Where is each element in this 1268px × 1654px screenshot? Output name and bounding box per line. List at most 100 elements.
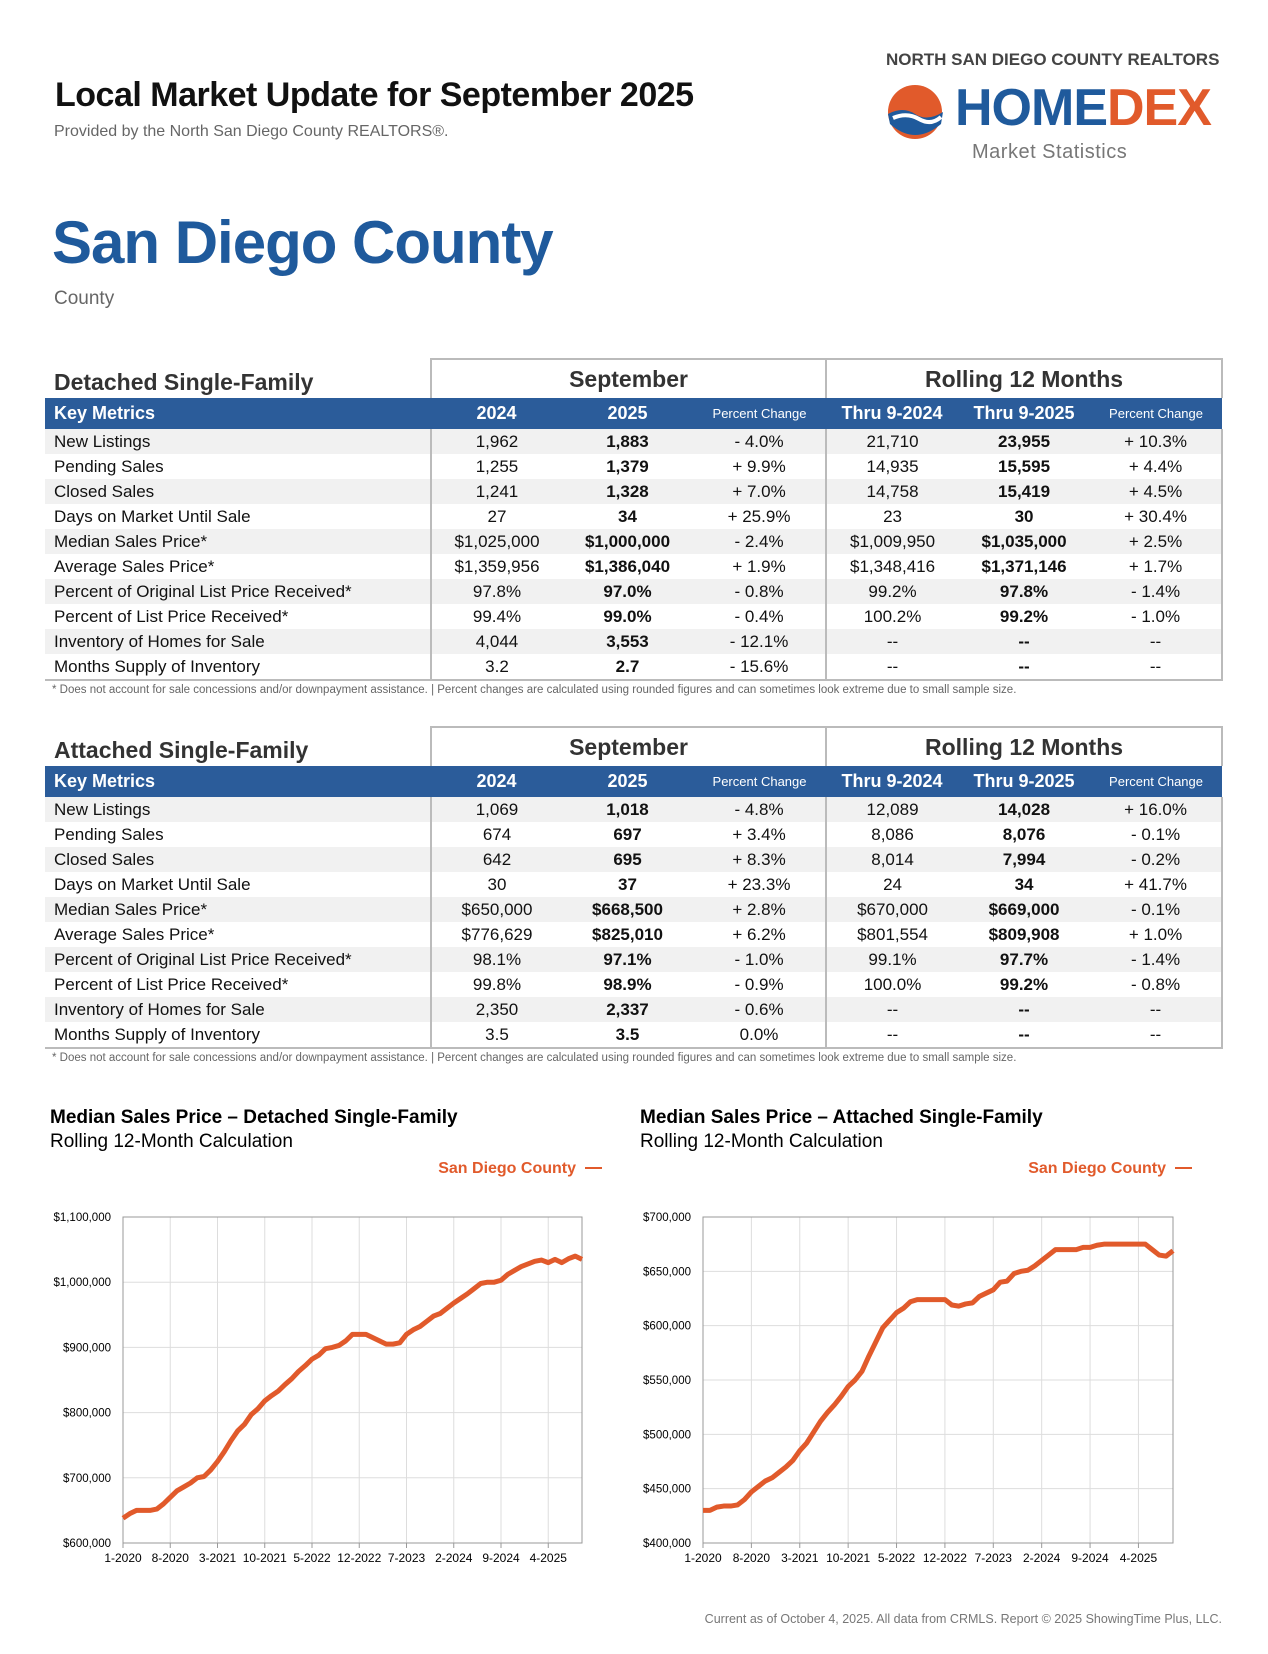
- metric-value: 14,935: [825, 454, 959, 479]
- y-tick-label: $1,000,000: [53, 1277, 111, 1289]
- metric-value: 21,710: [825, 429, 959, 454]
- data-row: Days on Market Until Sale 27 34 + 25.9% 23 30…: [45, 504, 1224, 529]
- metric-value: $650,000: [430, 897, 562, 922]
- y-tick-label: $700,000: [63, 1473, 111, 1485]
- metric-label: Days on Market Until Sale: [54, 874, 251, 894]
- metric-value: --: [958, 629, 1091, 654]
- data-row: Closed Sales 642 695 + 8.3% 8,014 7,994- 0.2%: [45, 847, 1224, 872]
- metric-value: $776,629: [430, 922, 562, 947]
- metric-value: --: [825, 1022, 959, 1049]
- metric-label: Percent of List Price Received*: [54, 606, 289, 626]
- x-tick-label: 2-2024: [435, 1551, 473, 1565]
- metric-value: + 2.8%: [693, 897, 827, 922]
- metric-value: 23: [825, 504, 959, 529]
- metric-value: 1,962: [430, 429, 562, 454]
- metric-value: + 1.0%: [1090, 922, 1224, 947]
- metric-value: --: [1090, 1022, 1224, 1049]
- metric-value: 3.2: [430, 654, 562, 681]
- metric-value: 7,994: [958, 847, 1091, 872]
- metric-value: --: [958, 1022, 1091, 1049]
- metric-value: $1,371,146: [981, 556, 1067, 576]
- column-header: Percent Change: [693, 398, 827, 429]
- metric-value: 3.5: [430, 1022, 562, 1049]
- metric-label: Days on Market Until Sale: [54, 506, 251, 526]
- y-tick-label: $700,000: [643, 1212, 691, 1224]
- data-row: Percent of List Price Received* 99.8% 98.9…: [45, 972, 1224, 997]
- metric-value: 34: [618, 506, 637, 526]
- metric-value: 98.9%: [603, 974, 652, 994]
- metric-value: - 2.4%: [693, 529, 827, 554]
- x-tick-label: 9-2024: [482, 1551, 520, 1565]
- y-tick-label: $450,000: [643, 1484, 691, 1496]
- metric-value: 100.0%: [825, 972, 959, 997]
- x-tick-label: 12-2022: [923, 1551, 967, 1565]
- metric-value: 99.2%: [999, 974, 1049, 994]
- metric-value: + 4.4%: [1090, 454, 1224, 479]
- chart-subtitle: Rolling 12-Month Calculation: [50, 1131, 293, 1152]
- metric-value: --: [1090, 654, 1224, 681]
- x-tick-label: 5-2022: [878, 1551, 916, 1565]
- metric-value: 8,086: [825, 822, 959, 847]
- metric-label: Average Sales Price*: [54, 556, 215, 576]
- metric-label: Inventory of Homes for Sale: [45, 997, 431, 1022]
- metric-label: Inventory of Homes for Sale: [45, 629, 431, 654]
- metric-value: 1,069: [430, 797, 562, 822]
- logo-main: HOMEDEX: [955, 78, 1212, 138]
- metric-value: $809,908: [988, 924, 1060, 944]
- region-type: County: [54, 288, 115, 309]
- metric-value: - 1.0%: [693, 947, 827, 972]
- metric-value: 14,758: [825, 479, 959, 504]
- column-header: Thru 9-2025: [958, 398, 1091, 429]
- metric-value: 1,379: [606, 456, 649, 476]
- logo-icon: [888, 85, 943, 139]
- metric-value: + 10.3%: [1090, 429, 1224, 454]
- metric-label: Pending Sales: [54, 456, 164, 476]
- metric-value: 14,028: [958, 797, 1091, 822]
- column-header-row: Key Metrics 2024 2025 Percent Change Thru 9-…: [45, 766, 1223, 797]
- metric-value: 99.4%: [430, 604, 562, 629]
- metric-value: 2,350: [430, 997, 562, 1022]
- metric-value: 99.8%: [430, 972, 562, 997]
- page-subtitle: Provided by the North San Diego County R…: [54, 123, 449, 140]
- metric-value: --: [958, 997, 1091, 1022]
- metric-value: 697: [613, 824, 642, 844]
- metric-value: 99.0%: [603, 606, 652, 626]
- data-row: New Listings 1,962 1,883- 4.0% 21,710 23,955…: [45, 429, 1224, 454]
- metric-value: $1,386,040: [584, 556, 671, 576]
- metric-value: - 0.8%: [1090, 972, 1224, 997]
- data-row: New Listings 1,069 1,018- 4.8% 12,089 14,028…: [45, 797, 1224, 822]
- column-header: Percent Change: [1090, 766, 1223, 797]
- column-header: Key Metrics: [45, 766, 431, 797]
- metric-value: + 23.3%: [727, 874, 791, 894]
- metric-value: - 0.1%: [1090, 897, 1224, 922]
- metric-value: $1,348,416: [825, 554, 959, 579]
- metric-value: 8,014: [825, 847, 959, 872]
- metric-value: 4,044: [430, 629, 562, 654]
- y-tick-label: $400,000: [643, 1538, 691, 1550]
- metric-value: 99.2%: [825, 579, 959, 604]
- metric-value: --: [825, 654, 959, 681]
- x-tick-label: 8-2020: [152, 1551, 190, 1565]
- metric-value: + 8.3%: [693, 847, 827, 872]
- metric-value: 0.0%: [693, 1022, 827, 1049]
- metric-value: + 2.5%: [1090, 529, 1224, 554]
- data-row: Percent of Original List Price Received*…: [45, 947, 1224, 972]
- y-tick-label: $550,000: [643, 1375, 691, 1387]
- metric-value: 30: [430, 872, 562, 897]
- metric-value: - 4.8%: [693, 797, 827, 822]
- column-header: 2025: [562, 398, 693, 429]
- group-header-row: Attached Single-Family September Rolling 1…: [45, 726, 1224, 766]
- metric-value: --: [1090, 629, 1224, 654]
- metric-value: 15,419: [958, 479, 1091, 504]
- column-header: Thru 9-2024: [826, 766, 959, 797]
- metric-value: - 12.1%: [693, 629, 827, 654]
- metric-value: $801,554: [825, 922, 959, 947]
- data-row: Pending Sales 1,255 1,379 + 9.9% 14,935 15,59…: [45, 454, 1224, 479]
- x-tick-label: 2-2024: [1023, 1551, 1061, 1565]
- x-tick-label: 8-2020: [733, 1551, 771, 1565]
- metric-value: 12,089: [825, 797, 959, 822]
- metric-value: + 4.5%: [1090, 479, 1224, 504]
- metric-value: 97.8%: [430, 579, 562, 604]
- table-title: Attached Single-Family: [54, 737, 309, 763]
- y-tick-label: $1,100,000: [53, 1212, 111, 1224]
